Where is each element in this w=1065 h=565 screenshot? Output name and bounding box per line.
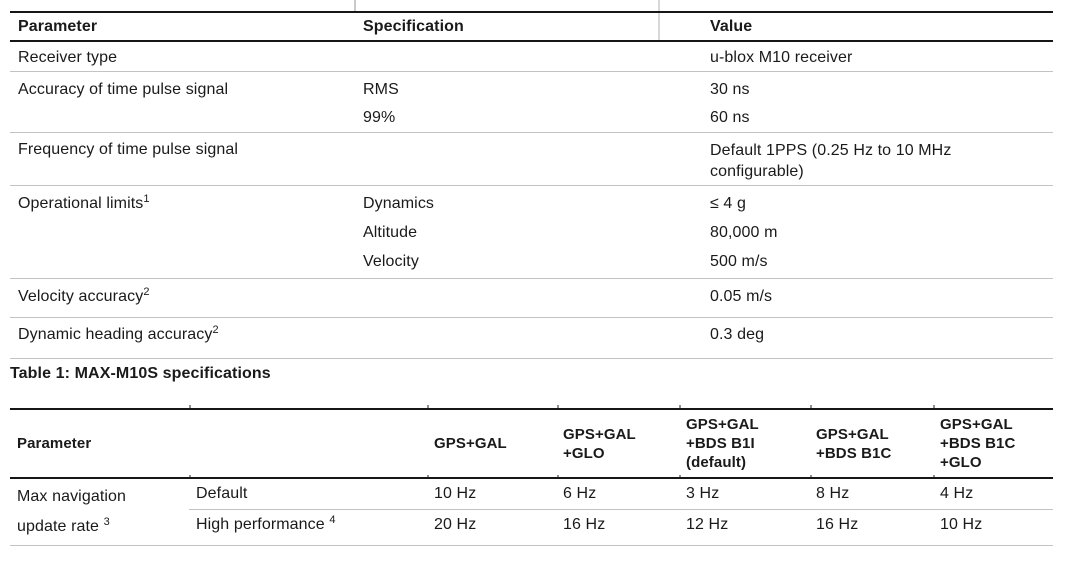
value-cell: u-blox M10 receiver	[710, 49, 853, 66]
table2-header-gps-gal-bds-b1i: GPS+GAL +BDS B1I (default)	[686, 416, 759, 471]
table2-body: Max navigation update rate 3 Default 10 …	[10, 479, 1053, 545]
specification-cell	[355, 140, 702, 182]
value-cell: 16 Hz	[809, 509, 933, 545]
column-divider-tick	[679, 404, 681, 409]
table-row-velocity-accuracy: Velocity accuracy2 0.05 m/s	[10, 279, 1053, 318]
column-divider-tick	[427, 474, 429, 479]
value-cell: 30 ns 60 ns	[710, 81, 750, 126]
column-divider-tick	[810, 474, 812, 479]
column-divider-tick	[557, 404, 559, 409]
table2-header-gps-gal-glo: GPS+GAL +GLO	[563, 425, 636, 462]
column-divider-tick	[427, 404, 429, 409]
table1-header-value: Value	[710, 18, 753, 35]
value-cell: 10 Hz	[933, 509, 1053, 545]
column-divider-tick	[933, 404, 935, 409]
specification-cell	[355, 325, 702, 346]
parameter-cell: Receiver type	[18, 49, 118, 66]
value-cell: 20 Hz	[427, 509, 556, 545]
table-row-receiver-type: Receiver type u-blox M10 receiver	[10, 42, 1053, 72]
specification-cell	[355, 48, 702, 68]
footnote-ref: 3	[103, 516, 110, 528]
table1-header-specification: Specification	[363, 18, 464, 35]
footnote-ref: 2	[212, 324, 219, 336]
value-cell: 4 Hz	[940, 485, 974, 502]
table2-header-row: Parameter GPS+GAL GPS+GAL +GLO GPS+GAL +…	[10, 408, 1053, 479]
column-divider-tick	[189, 474, 191, 479]
value-cell: 6 Hz	[563, 485, 597, 502]
column-divider-tick	[679, 474, 681, 479]
value-cell: ≤ 4 g 80,000 m 500 m/s	[710, 195, 778, 270]
column-divider-tick	[933, 474, 935, 479]
nav-update-rate-table: Parameter GPS+GAL GPS+GAL +GLO GPS+GAL +…	[10, 408, 1053, 546]
footnote-ref: 2	[143, 286, 150, 298]
value-cell: 0.05 m/s	[710, 288, 773, 305]
value-cell: 0.3 deg	[710, 326, 765, 343]
value-cell: 3 Hz	[686, 485, 720, 502]
table1-caption: Table 1: MAX-M10S specifications	[10, 365, 271, 382]
table-row-time-pulse-frequency: Frequency of time pulse signal Default 1…	[10, 133, 1053, 186]
footnote-ref: 4	[329, 514, 336, 526]
specification-cell: RMS 99%	[363, 81, 399, 126]
parameter-cell: Max navigation update rate 3	[17, 488, 127, 535]
table-row-operational-limits: Operational limits1 Dynamics Altitude Ve…	[10, 186, 1053, 279]
column-divider-tick	[658, 0, 660, 40]
specification-cell: Dynamics Altitude Velocity	[363, 195, 435, 270]
value-cell: 16 Hz	[556, 509, 679, 545]
table2-header-gps-gal-bds-b1c: GPS+GAL +BDS B1C	[816, 425, 892, 462]
value-cell: 12 Hz	[679, 509, 809, 545]
parameter-cell: Dynamic heading accuracy2	[18, 324, 219, 343]
column-divider-tick	[189, 404, 191, 409]
table1-header-row: Parameter Specification Value	[10, 11, 1053, 42]
footnote-ref: 1	[143, 193, 150, 205]
table1-header-parameter: Parameter	[18, 18, 98, 35]
parameter-cell: Velocity accuracy2	[18, 286, 150, 305]
value-cell: 10 Hz	[434, 485, 477, 502]
table-row-dynamic-heading-accuracy: Dynamic heading accuracy2 0.3 deg	[10, 318, 1053, 359]
specifications-table: Parameter Specification Value Receiver t…	[10, 11, 1053, 384]
spec-cell-high-performance: High performance 4	[189, 509, 427, 545]
column-divider-tick	[354, 0, 356, 11]
value-cell: Default 1PPS (0.25 Hz to 10 MHz configur…	[710, 142, 952, 180]
specification-cell	[355, 287, 702, 308]
parameter-cell: Frequency of time pulse signal	[18, 141, 238, 158]
column-divider-tick	[557, 474, 559, 479]
table2-header-gps-gal: GPS+GAL	[434, 435, 507, 452]
spec-cell-default: Default	[196, 485, 248, 502]
column-divider-tick	[810, 404, 812, 409]
table2-header-parameter: Parameter	[17, 435, 92, 452]
table2-header-gps-gal-bds-b1c-glo: GPS+GAL +BDS B1C +GLO	[940, 416, 1016, 471]
parameter-cell: Accuracy of time pulse signal	[18, 81, 229, 98]
table-row-time-pulse-accuracy: Accuracy of time pulse signal RMS 99% 30…	[10, 72, 1053, 133]
value-cell: 8 Hz	[816, 485, 850, 502]
parameter-cell: Operational limits1	[18, 193, 150, 212]
